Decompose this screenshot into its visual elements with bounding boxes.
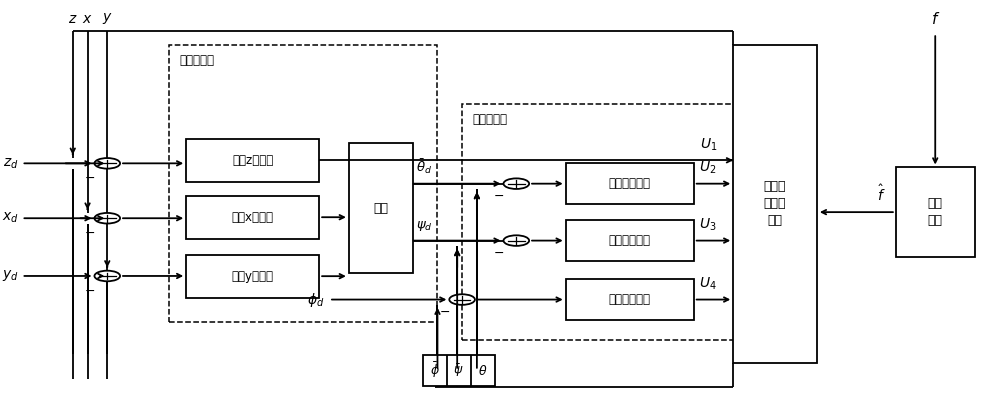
- Bar: [566, 163, 694, 204]
- Text: 位置y控制器: 位置y控制器: [232, 270, 274, 283]
- Circle shape: [94, 213, 120, 224]
- Bar: [566, 220, 694, 261]
- Text: 偏航角控制器: 偏航角控制器: [609, 293, 651, 306]
- Text: $U_3$: $U_3$: [699, 217, 716, 233]
- Bar: [733, 45, 817, 363]
- Text: 位置控制器: 位置控制器: [179, 53, 214, 67]
- Text: $-$: $-$: [84, 171, 95, 184]
- Text: 四旋翼
无人机
模型: 四旋翼 无人机 模型: [764, 180, 786, 228]
- Text: 位置x控制器: 位置x控制器: [232, 211, 274, 224]
- Bar: [423, 355, 495, 386]
- Text: $\theta$: $\theta$: [478, 364, 487, 377]
- Text: $-$: $-$: [439, 304, 450, 317]
- Bar: [186, 196, 319, 239]
- Circle shape: [94, 271, 120, 281]
- Text: $z_d$: $z_d$: [3, 156, 19, 171]
- Text: 位置z控制器: 位置z控制器: [232, 154, 273, 167]
- Text: $U_1$: $U_1$: [700, 137, 717, 153]
- Text: $-$: $-$: [493, 188, 504, 202]
- Text: $y_d$: $y_d$: [2, 268, 19, 284]
- Circle shape: [504, 235, 529, 246]
- Text: $y$: $y$: [102, 11, 113, 26]
- Circle shape: [449, 294, 475, 305]
- Text: $f$: $f$: [931, 11, 940, 27]
- Bar: [566, 279, 694, 320]
- Text: $\psi_d$: $\psi_d$: [416, 219, 432, 233]
- Text: $x$: $x$: [82, 12, 93, 26]
- Circle shape: [504, 178, 529, 189]
- Text: 姿态控制器: 姿态控制器: [472, 113, 507, 126]
- Text: $-$: $-$: [84, 284, 95, 297]
- Text: $\bar{\phi}$: $\bar{\phi}$: [430, 361, 440, 380]
- Circle shape: [94, 158, 120, 169]
- Text: $-$: $-$: [493, 246, 504, 259]
- Bar: [349, 143, 413, 273]
- Text: $-$: $-$: [84, 226, 95, 239]
- Text: 俯仰角控制器: 俯仰角控制器: [609, 177, 651, 190]
- Text: 反解: 反解: [373, 202, 388, 215]
- Bar: [186, 255, 319, 297]
- Bar: [896, 167, 975, 257]
- Text: $z$: $z$: [68, 12, 78, 26]
- Bar: [186, 139, 319, 182]
- Text: $\phi_d$: $\phi_d$: [307, 290, 324, 308]
- Bar: [462, 104, 778, 340]
- Text: 滚转角控制器: 滚转角控制器: [609, 234, 651, 247]
- Text: $U_2$: $U_2$: [699, 160, 716, 176]
- Text: $\bar{\psi}$: $\bar{\psi}$: [453, 362, 464, 379]
- Bar: [169, 45, 437, 322]
- Text: $U_4$: $U_4$: [699, 276, 716, 292]
- Text: $x_d$: $x_d$: [2, 211, 19, 226]
- Text: $\hat{f}$: $\hat{f}$: [877, 184, 886, 204]
- Text: $\bar{\theta}_d$: $\bar{\theta}_d$: [416, 157, 432, 176]
- Text: 故障
估计: 故障 估计: [928, 197, 943, 227]
